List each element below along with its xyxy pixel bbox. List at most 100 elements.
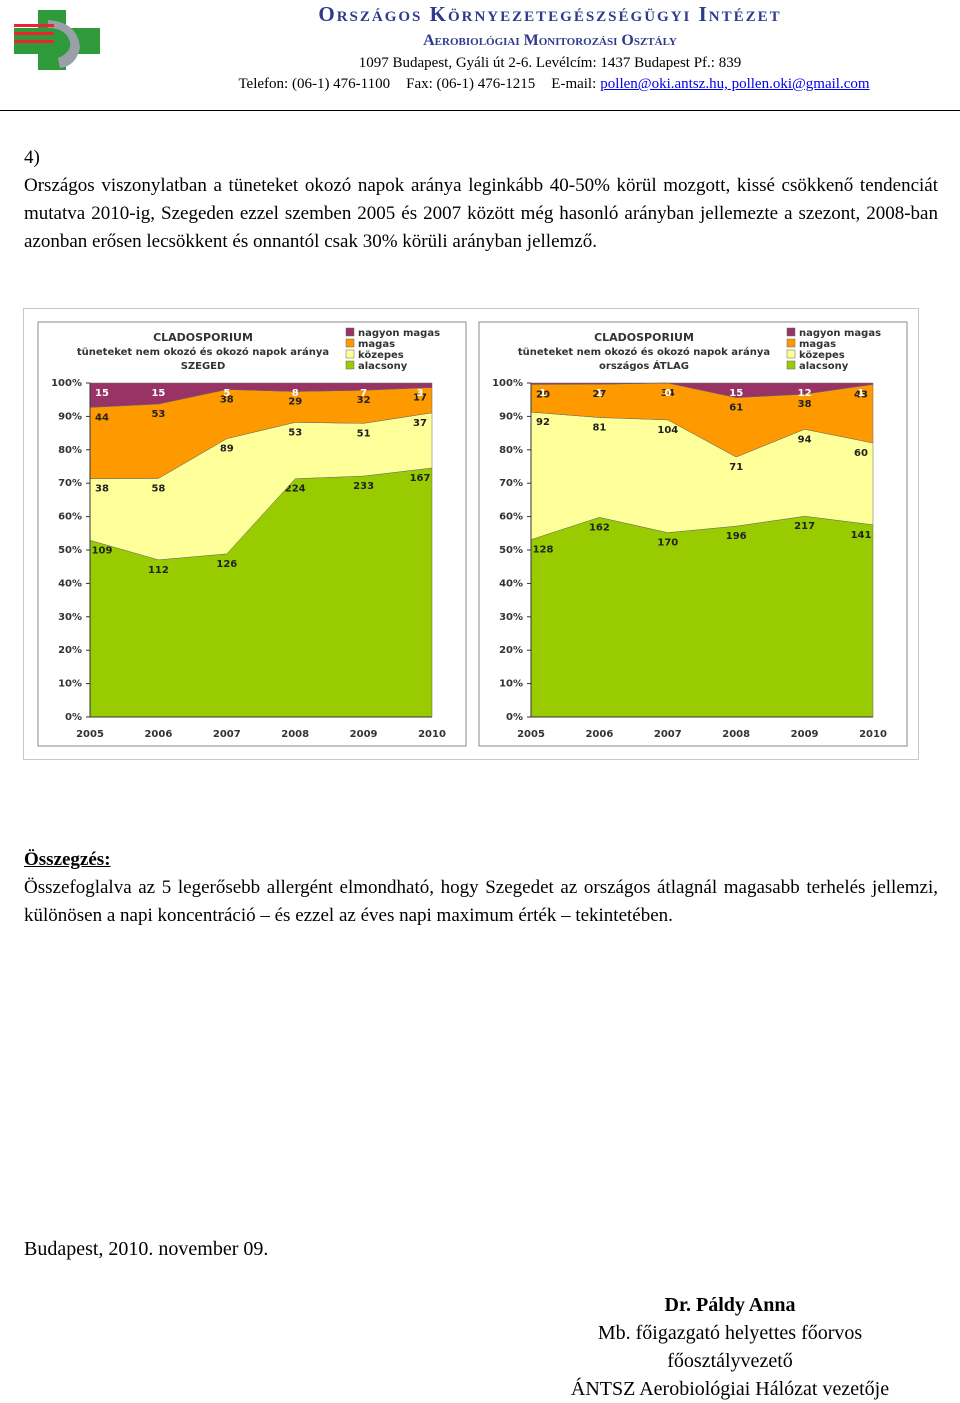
x-tick-label: 2008 <box>281 729 309 740</box>
data-label: 37 <box>413 418 427 429</box>
data-label: 128 <box>533 545 554 556</box>
logo-stripe <box>14 32 54 35</box>
department-name: Aerobiológiai Monitorozási Osztály <box>423 32 677 49</box>
data-label: 43 <box>854 389 868 400</box>
contact: Telefon: (06-1) 476-1100 Fax: (06-1) 476-… <box>150 76 950 93</box>
data-label: 170 <box>657 538 678 549</box>
x-tick-label: 2005 <box>517 729 545 740</box>
data-label: 126 <box>216 559 237 570</box>
data-label: 44 <box>95 412 109 423</box>
data-label: 3 <box>417 388 424 399</box>
y-tick-label: 60% <box>499 512 523 523</box>
data-label: 60 <box>854 448 868 459</box>
legend-label: magas <box>358 339 395 350</box>
chart-title: CLADOSPORIUM <box>594 331 694 344</box>
y-tick-label: 50% <box>499 545 523 556</box>
data-label: 38 <box>798 399 812 410</box>
data-label: 32 <box>357 395 371 406</box>
chart-region: SZEGED <box>181 361 226 372</box>
chart-subtitle: tüneteket nem okozó és okozó napok arány… <box>77 346 329 358</box>
y-tick-label: 10% <box>58 679 82 690</box>
data-label: 29 <box>288 397 302 408</box>
legend-label: közepes <box>358 350 404 361</box>
logo-stripe <box>14 24 54 27</box>
y-tick-label: 40% <box>499 578 523 589</box>
data-label: 58 <box>151 483 165 494</box>
y-tick-label: 80% <box>58 445 82 456</box>
y-tick-label: 70% <box>499 478 523 489</box>
email-link[interactable]: pollen@oki.antsz.hu, pollen.oki@gmail.co… <box>600 76 870 92</box>
legend-swatch <box>345 360 355 370</box>
legend-label: nagyon magas <box>799 328 881 339</box>
y-tick-label: 30% <box>499 612 523 623</box>
phone: Telefon: (06-1) 476-1100 <box>238 76 391 92</box>
legend-swatch <box>345 338 355 348</box>
y-tick-label: 90% <box>58 411 82 422</box>
data-label: 217 <box>794 521 815 532</box>
y-tick-label: 100% <box>51 378 82 389</box>
area-segment <box>89 382 433 408</box>
chart-subtitle: tüneteket nem okozó és okozó napok arány… <box>518 346 770 358</box>
data-label: 27 <box>592 389 606 400</box>
y-tick-label: 0% <box>65 712 82 723</box>
legend-swatch <box>786 327 796 337</box>
data-label: 5 <box>223 388 230 399</box>
data-label: 7 <box>360 388 367 399</box>
data-label: 53 <box>288 427 302 438</box>
logo-stripe <box>14 40 54 43</box>
data-label: 162 <box>589 522 610 533</box>
legend-label: magas <box>799 339 836 350</box>
area-segment <box>530 382 874 398</box>
x-tick-label: 2005 <box>76 729 104 740</box>
data-label: 8 <box>292 388 299 399</box>
y-tick-label: 40% <box>58 578 82 589</box>
data-label: 12 <box>798 388 812 399</box>
data-label: 0 <box>664 388 671 399</box>
summary-text: Összefoglalva az 5 legerősebb allergént … <box>24 877 938 926</box>
data-label: 112 <box>148 565 169 576</box>
summary-heading: Összegzés: <box>24 849 111 870</box>
y-tick-label: 20% <box>499 645 523 656</box>
legend-label: nagyon magas <box>358 328 440 339</box>
section-paragraph: Országos viszonylatban a tüneteket okozó… <box>24 175 938 252</box>
legend-label: alacsony <box>799 361 849 372</box>
data-label: 1 <box>596 388 603 399</box>
logo-face <box>48 20 80 68</box>
data-label: 51 <box>357 428 371 439</box>
data-label: 141 <box>851 530 872 541</box>
institute-name: Országos Környezetegészségügyi Intézet <box>318 2 782 26</box>
legend-label: közepes <box>799 350 845 361</box>
signer-title: főosztályvezető <box>667 1350 793 1372</box>
address: 1097 Budapest, Gyáli út 2-6. Levélcím: 1… <box>358 55 742 71</box>
y-tick-label: 80% <box>499 445 523 456</box>
y-tick-label: 30% <box>58 612 82 623</box>
x-tick-label: 2010 <box>418 729 446 740</box>
data-label: 92 <box>536 417 550 428</box>
legend-swatch <box>786 360 796 370</box>
legend-swatch <box>786 349 796 359</box>
legend-swatch <box>786 338 796 348</box>
data-label: 71 <box>729 462 743 473</box>
y-tick-label: 90% <box>499 411 523 422</box>
y-tick-label: 0% <box>506 712 523 723</box>
chart-region: országos ÁTLAG <box>599 359 689 372</box>
data-label: 196 <box>726 531 747 542</box>
section-number: 4) <box>24 147 40 168</box>
data-label: 17 <box>413 392 427 403</box>
data-label: 224 <box>285 484 306 495</box>
data-label: 34 <box>661 388 675 399</box>
data-label: 15 <box>729 388 743 399</box>
data-label: 38 <box>220 394 234 405</box>
data-label: 61 <box>729 403 743 414</box>
x-tick-label: 2008 <box>722 729 750 740</box>
data-label: 1 <box>858 388 865 399</box>
data-label: 81 <box>592 423 606 434</box>
charts: CLADOSPORIUM tüneteket nem okozó és okozó… <box>23 308 919 760</box>
chart-title: CLADOSPORIUM <box>153 331 253 344</box>
x-tick-label: 2010 <box>859 729 887 740</box>
data-label: 104 <box>657 425 678 436</box>
date: Budapest, 2010. november 09. <box>24 1238 269 1260</box>
signer-title: Mb. főigazgató helyettes főorvos <box>597 1322 863 1344</box>
